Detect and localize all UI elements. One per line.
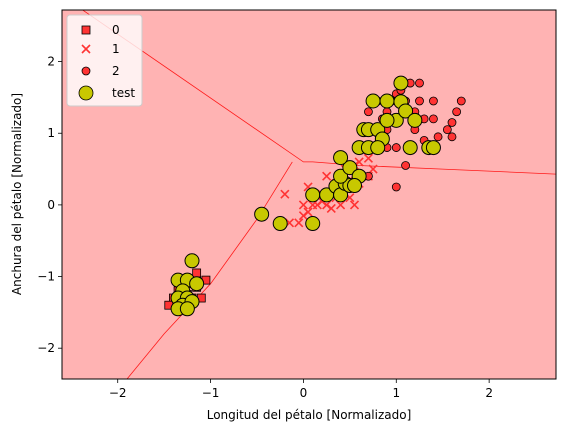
- decision-boundary-line: [81, 10, 556, 175]
- test-point: [189, 276, 205, 292]
- class-2-point: [447, 132, 457, 142]
- class-1-point: [368, 164, 378, 174]
- x-tick-label: 1: [392, 386, 400, 400]
- y-tick-label: −2: [37, 341, 55, 355]
- class-2-point: [456, 96, 466, 106]
- test-point: [370, 140, 386, 156]
- class-0-point: [192, 268, 202, 278]
- class-2-point: [391, 182, 401, 192]
- y-tick-label: 1: [47, 126, 55, 140]
- class-1-point: [349, 200, 360, 210]
- test-point: [333, 168, 349, 184]
- test-point: [333, 150, 349, 166]
- test-point: [407, 112, 423, 128]
- test-point: [398, 103, 414, 119]
- data-points: [164, 75, 466, 317]
- class-2-point: [452, 107, 462, 117]
- class-1-point: [322, 171, 332, 181]
- x-axis-ticks: −2 −1 0 1 2: [109, 379, 493, 400]
- x-tick-label: 2: [485, 386, 493, 400]
- test-point: [179, 301, 195, 317]
- decision-boundary-line: [126, 161, 293, 379]
- x-tick-label: 0: [300, 386, 308, 400]
- test-point: [393, 75, 409, 91]
- test-point: [254, 206, 270, 222]
- legend-box: [66, 14, 143, 107]
- legend-label: 2: [112, 64, 120, 78]
- legend: 0 1 2 test: [66, 14, 143, 107]
- class-2-point: [415, 96, 424, 106]
- class-2-point: [364, 107, 373, 117]
- class-2-point: [447, 118, 457, 127]
- class-2-point: [442, 125, 452, 135]
- legend-label: 1: [112, 42, 120, 56]
- class-1-point: [363, 153, 373, 163]
- legend-marker-class-0: [81, 25, 91, 35]
- class-2-point: [429, 96, 438, 106]
- test-point: [402, 140, 418, 156]
- legend-marker-class-2: [81, 66, 91, 76]
- x-tick-label: −1: [202, 386, 220, 400]
- class-2-point: [401, 161, 410, 170]
- class-2-point: [415, 78, 424, 88]
- y-axis-ticks: −2 −1 0 1 2: [37, 55, 62, 355]
- test-point: [379, 93, 395, 109]
- y-tick-label: 2: [47, 55, 55, 69]
- legend-label: 0: [112, 23, 120, 37]
- test-point: [379, 112, 395, 128]
- test-point: [425, 140, 441, 156]
- y-tick-label: 0: [47, 198, 55, 212]
- legend-marker-class-1: [81, 44, 91, 54]
- test-point: [365, 93, 381, 109]
- class-1-point: [298, 200, 308, 210]
- test-point: [184, 253, 200, 269]
- class-1-point: [294, 218, 304, 228]
- test-point: [342, 160, 358, 176]
- class-2-point: [429, 114, 438, 124]
- legend-marker-test: [78, 85, 94, 101]
- x-tick-label: −2: [109, 386, 127, 400]
- class-2-point: [433, 132, 443, 142]
- x-axis-label: Longitud del pétalo [Normalizado]: [207, 408, 412, 422]
- decision-boundaries: [81, 10, 556, 379]
- y-axis-label: Anchura del pétalo [Normalizado]: [10, 93, 24, 295]
- test-point: [305, 187, 321, 203]
- legend-label: test: [112, 86, 135, 100]
- class-2-point: [391, 143, 401, 152]
- class-1-point: [280, 189, 290, 199]
- class-1-point: [303, 207, 313, 217]
- class-1-point: [326, 203, 336, 214]
- test-point: [305, 216, 321, 232]
- class-1-point: [336, 200, 346, 210]
- test-point: [272, 216, 288, 232]
- plot-frame: [61, 9, 557, 380]
- y-tick-label: −1: [37, 270, 55, 284]
- test-point: [347, 178, 362, 194]
